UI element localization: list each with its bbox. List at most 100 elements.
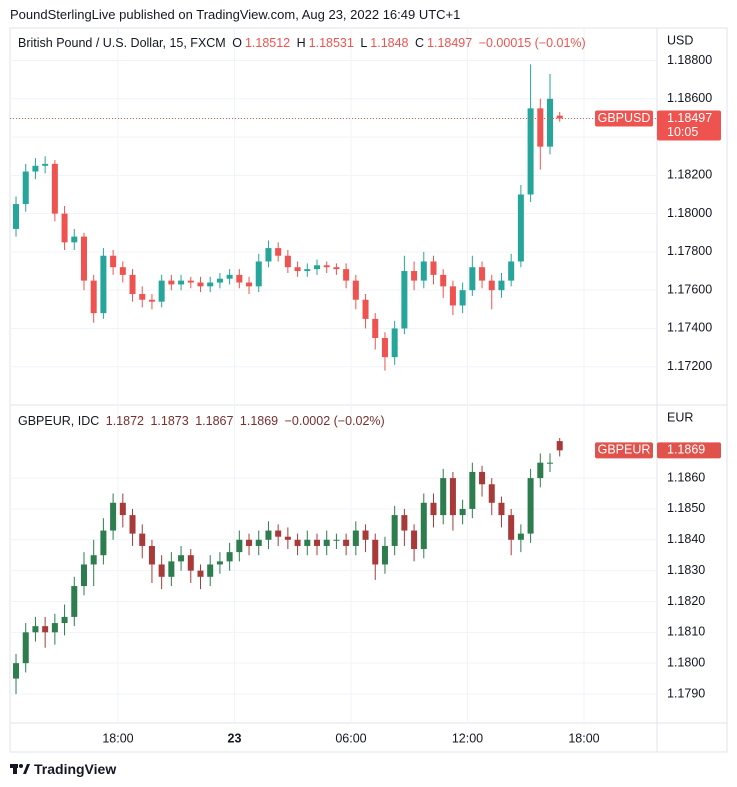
candle-body xyxy=(556,115,563,119)
candle-body xyxy=(129,274,136,295)
candle-body xyxy=(168,561,175,577)
y-tick-label: 1.18600 xyxy=(667,91,712,105)
candle-body xyxy=(479,267,486,281)
candle-body xyxy=(391,328,398,358)
candle-body xyxy=(440,478,447,516)
candle-body xyxy=(100,530,107,556)
candle-body xyxy=(61,213,68,243)
frame xyxy=(9,27,728,753)
candle-body xyxy=(236,539,243,553)
ohlc-letter: L xyxy=(360,36,368,50)
candle-body xyxy=(362,530,369,540)
ohlc-value: 1.18512 xyxy=(244,36,291,50)
candle-body xyxy=(556,441,563,451)
candle-body xyxy=(13,204,20,229)
candle-body xyxy=(284,536,291,540)
candle-body xyxy=(420,502,427,550)
candle-body xyxy=(381,338,388,358)
ohlc-value: 1.18531 xyxy=(308,36,354,50)
ohlc-letter: H xyxy=(296,36,306,50)
candle-body xyxy=(440,274,447,287)
symbol-tag-text: GBPUSD xyxy=(598,111,651,125)
candle-body xyxy=(537,462,544,479)
candle-body xyxy=(459,290,466,306)
legend: GBPEUR, IDC 1.1872 1.1873 1.1867 1.1869 … xyxy=(18,414,388,428)
candle-body xyxy=(80,564,87,587)
countdown: 10:05 xyxy=(667,125,698,139)
y-tick-label: 1.18200 xyxy=(667,168,712,182)
candle-body xyxy=(372,318,379,339)
candle-body xyxy=(508,261,515,281)
candle-body xyxy=(517,533,524,540)
candle-body xyxy=(139,533,146,546)
candle-body xyxy=(197,282,204,287)
candle-body xyxy=(51,623,58,633)
candle-body xyxy=(362,299,369,319)
x-tick-label: 12:00 xyxy=(452,731,483,745)
change: −0.0002 (−0.02%) xyxy=(284,414,385,428)
candle-body xyxy=(411,271,418,281)
candle-body xyxy=(275,248,282,256)
candle-body xyxy=(294,539,301,546)
candle-body xyxy=(401,515,408,531)
candle-body xyxy=(294,267,301,272)
candle-body xyxy=(51,163,58,214)
candle-body xyxy=(449,478,456,516)
candle-body xyxy=(148,299,155,302)
candle-body xyxy=(372,539,379,565)
currency: USD xyxy=(667,33,693,47)
candle-body xyxy=(42,163,49,166)
candle-body xyxy=(246,282,253,287)
candle-body xyxy=(488,484,495,503)
ohlc-value: 1.1873 xyxy=(150,414,189,428)
candle-body xyxy=(469,471,476,509)
candle-body xyxy=(498,502,505,516)
candle-body xyxy=(352,280,359,300)
candle-body xyxy=(420,261,427,281)
candle-body xyxy=(546,462,554,464)
candle-body xyxy=(498,280,505,291)
candle-body xyxy=(546,98,554,147)
candle-body xyxy=(284,255,291,268)
candle-body xyxy=(265,248,272,262)
candle-body xyxy=(187,555,194,571)
candle-body xyxy=(110,255,117,268)
candle-body xyxy=(352,530,359,546)
candle-body xyxy=(178,555,185,562)
candle-body xyxy=(13,663,20,679)
candle-body xyxy=(449,286,456,306)
candle-body xyxy=(479,471,486,485)
x-tick-label: 18:00 xyxy=(102,731,133,745)
candle-body xyxy=(119,267,126,275)
candle-body xyxy=(459,508,466,516)
candle-body xyxy=(158,280,165,302)
candle-body xyxy=(207,564,214,577)
candle-body xyxy=(178,280,185,285)
price-tag xyxy=(657,110,721,141)
candle-body xyxy=(226,274,233,279)
ohlc-value: 1.1869 xyxy=(239,414,279,428)
candle-body xyxy=(430,502,437,516)
candle-body xyxy=(333,539,340,541)
candle-body xyxy=(411,530,418,550)
candle-body xyxy=(216,561,223,565)
candle-body xyxy=(469,267,476,291)
y-tick-label: 1.1810 xyxy=(667,625,705,639)
candle-body xyxy=(61,616,68,624)
candle-body xyxy=(139,294,146,300)
candle-body xyxy=(207,282,214,287)
candle-body xyxy=(236,274,243,283)
candle-body xyxy=(90,280,97,314)
y-tick-label: 1.1830 xyxy=(667,563,705,577)
ohlc-value: 1.1867 xyxy=(195,414,234,428)
candle-body xyxy=(313,265,321,270)
candle-body xyxy=(275,530,282,537)
candle-body xyxy=(323,265,330,268)
x-tick-label: 06:00 xyxy=(335,731,366,745)
ohlc-value: 1.18497 xyxy=(427,36,473,50)
candle-body xyxy=(527,478,534,534)
candle-body xyxy=(168,280,175,285)
symbol-tag-text: GBPEUR xyxy=(598,443,651,457)
